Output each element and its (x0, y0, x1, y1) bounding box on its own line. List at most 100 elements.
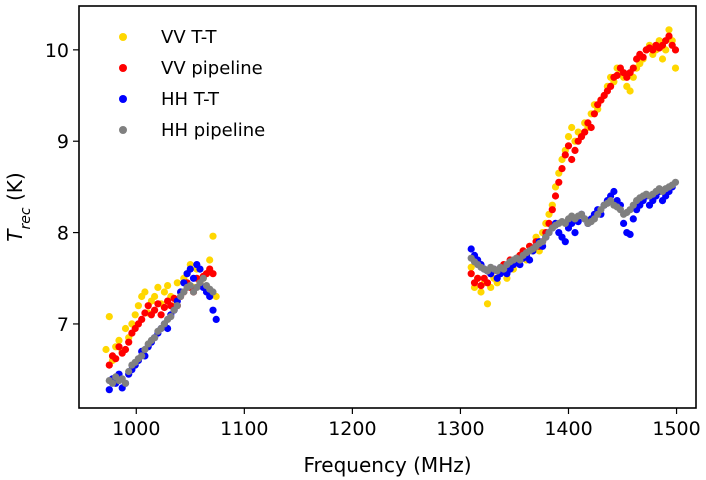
data-point (131, 311, 139, 319)
data-point (587, 123, 595, 132)
data-point (121, 379, 130, 387)
data-point (167, 313, 175, 321)
data-point (551, 192, 560, 200)
data-point (639, 53, 647, 61)
legend: VV T-T VV pipeline HH T-T HH pipeline (119, 27, 265, 141)
data-point (141, 345, 149, 354)
data-point (564, 133, 573, 141)
data-point (151, 292, 159, 301)
data-point (467, 270, 475, 278)
data-point (164, 282, 172, 290)
data-point (629, 64, 637, 72)
data-point (115, 336, 123, 344)
data-point (189, 274, 198, 282)
data-point (115, 343, 123, 351)
y-axis-label-unit: (K) (3, 172, 27, 207)
data-point (571, 146, 579, 154)
data-point (121, 345, 130, 354)
data-point (209, 306, 217, 314)
data-point (671, 46, 680, 54)
data-point (477, 288, 485, 296)
y-tick-label: 10 (45, 40, 69, 62)
data-point (121, 324, 130, 333)
data-point (186, 282, 194, 290)
x-tick-label: 1500 (652, 418, 700, 440)
x-tick-label: 1000 (112, 418, 160, 440)
data-point (105, 386, 113, 394)
data-point (144, 302, 152, 310)
data-point (157, 311, 165, 319)
data-point (105, 361, 113, 369)
legend-label-hh-tt: HH T-T (161, 89, 220, 110)
data-point (209, 288, 217, 296)
data-point (467, 245, 475, 253)
data-point (665, 32, 673, 40)
data-point (477, 282, 485, 290)
data-point (173, 279, 181, 287)
data-point (160, 303, 168, 312)
data-point (160, 288, 168, 296)
y-tick-label: 8 (57, 223, 69, 245)
data-point (105, 313, 113, 321)
data-point (548, 206, 556, 214)
data-point (526, 256, 534, 264)
data-point (665, 26, 673, 34)
data-point (474, 274, 482, 282)
series-vv-pipeline (105, 32, 680, 369)
data-point (138, 315, 146, 323)
data-point (568, 155, 576, 164)
legend-label-hh-pipeline: HH pipeline (161, 120, 265, 141)
data-point (141, 288, 149, 296)
legend-marker-hh-tt (119, 95, 127, 103)
data-point (141, 309, 149, 317)
legend-marker-vv-tt (119, 33, 127, 41)
y-axis-label: Trec (K) (3, 172, 34, 241)
data-point (613, 71, 621, 79)
data-point (212, 315, 220, 323)
data-point (186, 265, 194, 273)
data-point (154, 283, 162, 291)
y-axis-label-subscript: rec (18, 207, 34, 229)
data-point (568, 123, 576, 132)
data-point (467, 263, 475, 271)
data-point (483, 279, 492, 287)
points-layer (102, 26, 680, 394)
data-point (610, 187, 618, 196)
data-point (564, 142, 573, 150)
data-point (196, 265, 204, 273)
x-tick-label: 1200 (328, 418, 376, 440)
data-point (125, 367, 133, 376)
data-point (483, 300, 492, 308)
legend-marker-hh-pipeline (119, 126, 127, 134)
data-point (199, 274, 207, 282)
data-point (607, 82, 615, 90)
x-tick-label: 1100 (220, 418, 268, 440)
data-point (555, 178, 563, 186)
data-point (671, 64, 680, 72)
data-point (590, 110, 599, 118)
data-point (108, 379, 117, 387)
data-point (138, 352, 146, 360)
data-point (671, 178, 680, 186)
data-point (620, 219, 628, 227)
x-tick-label: 1300 (436, 418, 484, 440)
legend-label-vv-pipeline: VV pipeline (161, 58, 263, 79)
ticks-layer: 1000 1100 1200 1300 1400 1500 7 8 9 10 (45, 40, 701, 440)
data-point (571, 229, 579, 237)
data-point (626, 230, 634, 238)
data-point (561, 151, 569, 159)
data-point (626, 87, 634, 95)
data-point (561, 238, 569, 246)
data-point (134, 302, 142, 310)
legend-marker-vv-pipeline (119, 64, 127, 72)
data-point (154, 300, 162, 308)
legend-label-vv-tt: VV T-T (161, 27, 218, 48)
data-point (209, 270, 217, 278)
x-axis-label: Frequency (MHz) (303, 453, 471, 477)
data-point (658, 55, 667, 63)
x-tick-label: 1400 (544, 418, 592, 440)
data-point (151, 306, 159, 314)
y-axis-label-base: T (3, 228, 27, 242)
y-tick-label: 9 (57, 131, 69, 153)
